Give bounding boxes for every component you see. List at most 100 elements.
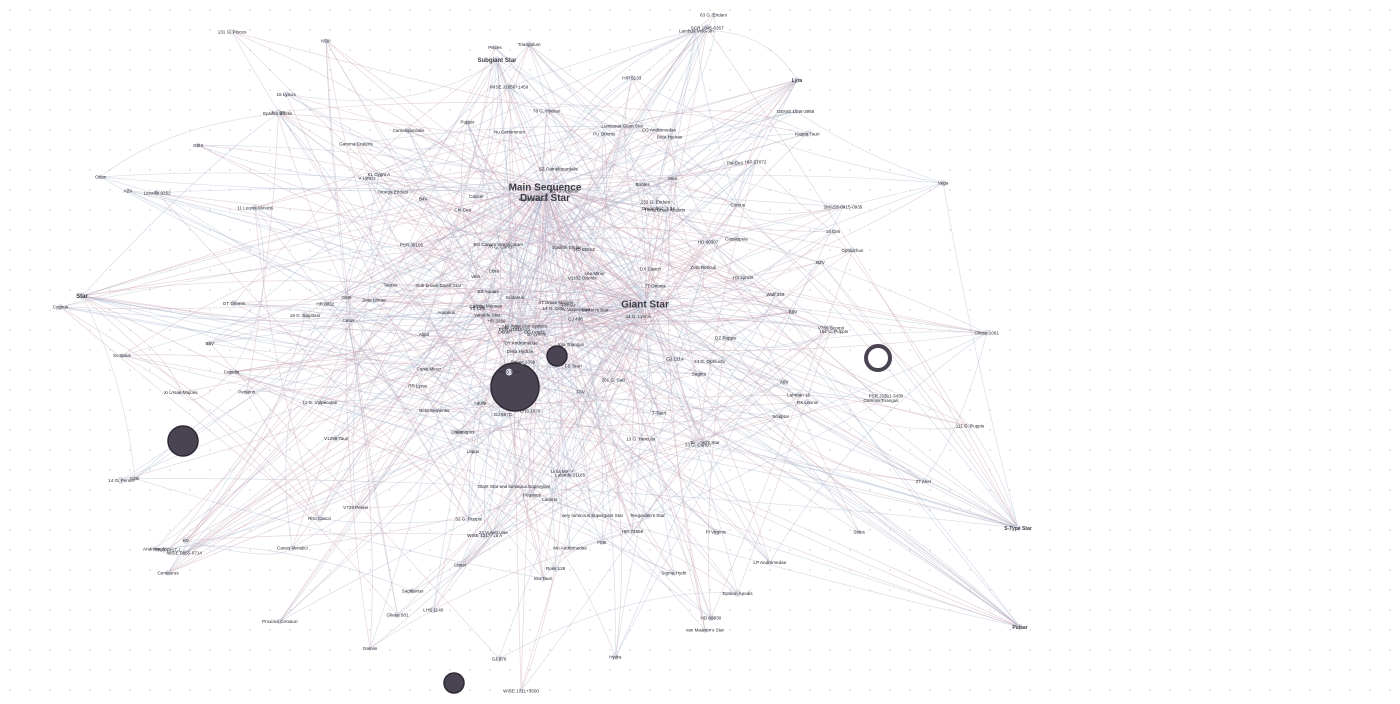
hub-node[interactable]: Giant Star (621, 298, 669, 311)
graph-node[interactable]: Canes Venatici (277, 544, 308, 552)
graph-node[interactable]: PSR B1919+21 (499, 326, 531, 333)
graph-node[interactable]: Lacaille 9352 (144, 189, 172, 196)
graph-node[interactable]: Leo Minor (584, 270, 605, 276)
cluster-bubble[interactable] (864, 344, 892, 372)
graph-node[interactable]: Omega Eridani (377, 190, 408, 195)
graph-node[interactable]: Gemini (363, 646, 378, 651)
cluster-bubble[interactable] (443, 672, 465, 694)
graph-node[interactable]: TRAPPIST-1 (155, 547, 182, 553)
graph-node[interactable]: Boötes (635, 181, 650, 188)
graph-node[interactable]: Pegasus (523, 493, 542, 498)
graph-node[interactable]: Beta Serpentis (419, 406, 450, 414)
cluster-bubble[interactable] (167, 425, 199, 457)
graph-node[interactable]: B6V (789, 308, 799, 315)
graph-node[interactable]: Beta Hydrae (657, 133, 683, 141)
graph-node[interactable]: Chi Ceti (454, 207, 471, 212)
graph-node[interactable]: GJ 1214 (666, 355, 684, 363)
graph-node[interactable]: Cancer (469, 193, 484, 200)
graph-node[interactable]: Algol (419, 331, 429, 338)
graph-node[interactable]: 14 Ceti (826, 228, 841, 235)
graph-node[interactable]: K5III (321, 38, 330, 43)
graph-node[interactable]: Kappa Tauri (795, 130, 820, 137)
graph-node[interactable]: 77 Orionis (645, 282, 667, 289)
graph-node[interactable]: HIP 27072 (745, 159, 767, 165)
hub-node[interactable]: Pulsar (1012, 624, 1028, 631)
graph-node[interactable]: WISE 0855-0714 (167, 549, 202, 557)
graph-node[interactable]: HIP 72659 (622, 528, 644, 535)
graph-node[interactable]: Ross 128 (546, 565, 566, 573)
graph-node[interactable]: Groombridge 34 (642, 206, 676, 211)
graph-node[interactable]: B4V (419, 195, 429, 203)
graph-node[interactable]: Capella (224, 369, 240, 375)
graph-node[interactable]: Sub-brown Dwarf Star (416, 282, 462, 289)
graph-node[interactable]: 44 G. Lyncis (625, 312, 652, 320)
graph-node[interactable]: 32 G. Puppis (455, 515, 483, 522)
graph-node[interactable]: Proxima Centauri (262, 618, 298, 625)
graph-node[interactable]: Taurus (384, 281, 398, 289)
graph-node[interactable]: van Maanen's Star (686, 627, 725, 633)
graph-node[interactable]: Andromeda (143, 546, 167, 551)
graph-node[interactable]: 13 G. Herculis (626, 436, 656, 441)
graph-node[interactable]: Gamma Trianguli (863, 398, 898, 403)
graph-node[interactable]: Orion (95, 174, 107, 179)
graph-node[interactable]: F6V (576, 389, 585, 394)
graph-node[interactable]: V739 Persei (343, 505, 368, 510)
graph-node[interactable]: RS Canum Venaticorum (474, 241, 523, 248)
graph-node[interactable]: Gliese 1061 (974, 329, 999, 336)
graph-node[interactable]: Xi Ursae Majoris (164, 389, 198, 395)
graph-node[interactable]: HS Lyncis (733, 273, 754, 282)
graph-node[interactable]: Ophiuchus (841, 247, 864, 254)
hub-node[interactable]: Star (76, 292, 89, 300)
graph-node[interactable]: PSR J0108 (400, 241, 424, 249)
graph-node[interactable]: LP Andromedae (753, 560, 786, 565)
graph-node[interactable]: CC Lyncis (524, 328, 545, 335)
graph-node[interactable]: Lepus (467, 448, 480, 455)
graph-node[interactable]: Crater (454, 561, 467, 569)
graph-node[interactable]: 47 Ursae Majoris (539, 298, 574, 306)
graph-node[interactable]: Gamma Crateris (339, 142, 373, 147)
graph-node[interactable]: Teegarden's Star (630, 511, 665, 520)
graph-node[interactable]: HD 69830 (701, 614, 722, 622)
graph-node[interactable]: GJ 667C (494, 411, 513, 418)
graph-node[interactable]: Epsilon Eridani (552, 245, 583, 250)
graph-node[interactable]: V819 Tauri (498, 368, 520, 376)
graph-node[interactable]: 2MASS 0415-0935 (824, 204, 863, 209)
graph-node[interactable]: Cygnus (53, 303, 69, 310)
graph-node[interactable]: HD 85512 (574, 245, 595, 253)
graph-node[interactable]: Vega (938, 179, 949, 187)
graph-node[interactable]: Vela (471, 274, 480, 279)
graph-node[interactable]: Perseus (238, 388, 256, 395)
graph-node[interactable]: GJ 436 (568, 316, 583, 322)
graph-node[interactable]: FS Tauri (565, 362, 582, 370)
graph-node[interactable]: Barnard's Star (690, 439, 720, 445)
graph-node[interactable]: Draco (451, 428, 464, 436)
graph-node[interactable]: 78 G. Hydrae (533, 108, 561, 113)
graph-node[interactable]: Giant Star and luminous Supergiant (478, 483, 552, 490)
graph-node[interactable]: Lambda Velorum (679, 28, 714, 35)
graph-node[interactable]: Hydra (609, 653, 622, 660)
graph-node[interactable]: Cassiopeia (725, 235, 748, 242)
graph-node[interactable]: HIP 5133 (622, 74, 642, 81)
graph-node[interactable]: EZ Aquarii (478, 287, 499, 295)
graph-node[interactable]: V Vulpeculae (563, 306, 590, 313)
graph-node[interactable]: 11 G. Vulpeculae (303, 399, 338, 405)
graph-node[interactable]: 19 G. Sagittarii (290, 311, 320, 319)
graph-node[interactable]: 61 Cygni A (368, 171, 391, 178)
graph-node[interactable]: LHS 1140 (423, 606, 444, 614)
graph-node[interactable]: Epsilon Apodis (722, 589, 753, 597)
graph-node[interactable]: Lacerta (542, 497, 558, 502)
graph-node[interactable]: Aquarius (437, 308, 456, 316)
graph-node[interactable]: Sculptor (772, 413, 790, 419)
graph-node[interactable]: 233 G. Eridani (641, 199, 670, 206)
graph-node[interactable]: 11 Leonis Minoris (237, 204, 274, 211)
graph-node[interactable]: Centaurus (157, 570, 179, 576)
graph-node[interactable]: Canopus (456, 429, 475, 435)
graph-node[interactable]: PSR J1311-3430 (869, 394, 904, 399)
graph-node[interactable]: Alpha Mensae (473, 303, 503, 309)
graph-node[interactable]: 24 G. Ophiuchi (694, 357, 725, 365)
graph-node[interactable]: WISE J2056+1459 (490, 83, 529, 91)
graph-node[interactable]: Wolf 359 (766, 291, 785, 298)
graph-node[interactable]: G8III (342, 294, 352, 301)
graph-node[interactable]: HR 3259 (487, 318, 506, 323)
